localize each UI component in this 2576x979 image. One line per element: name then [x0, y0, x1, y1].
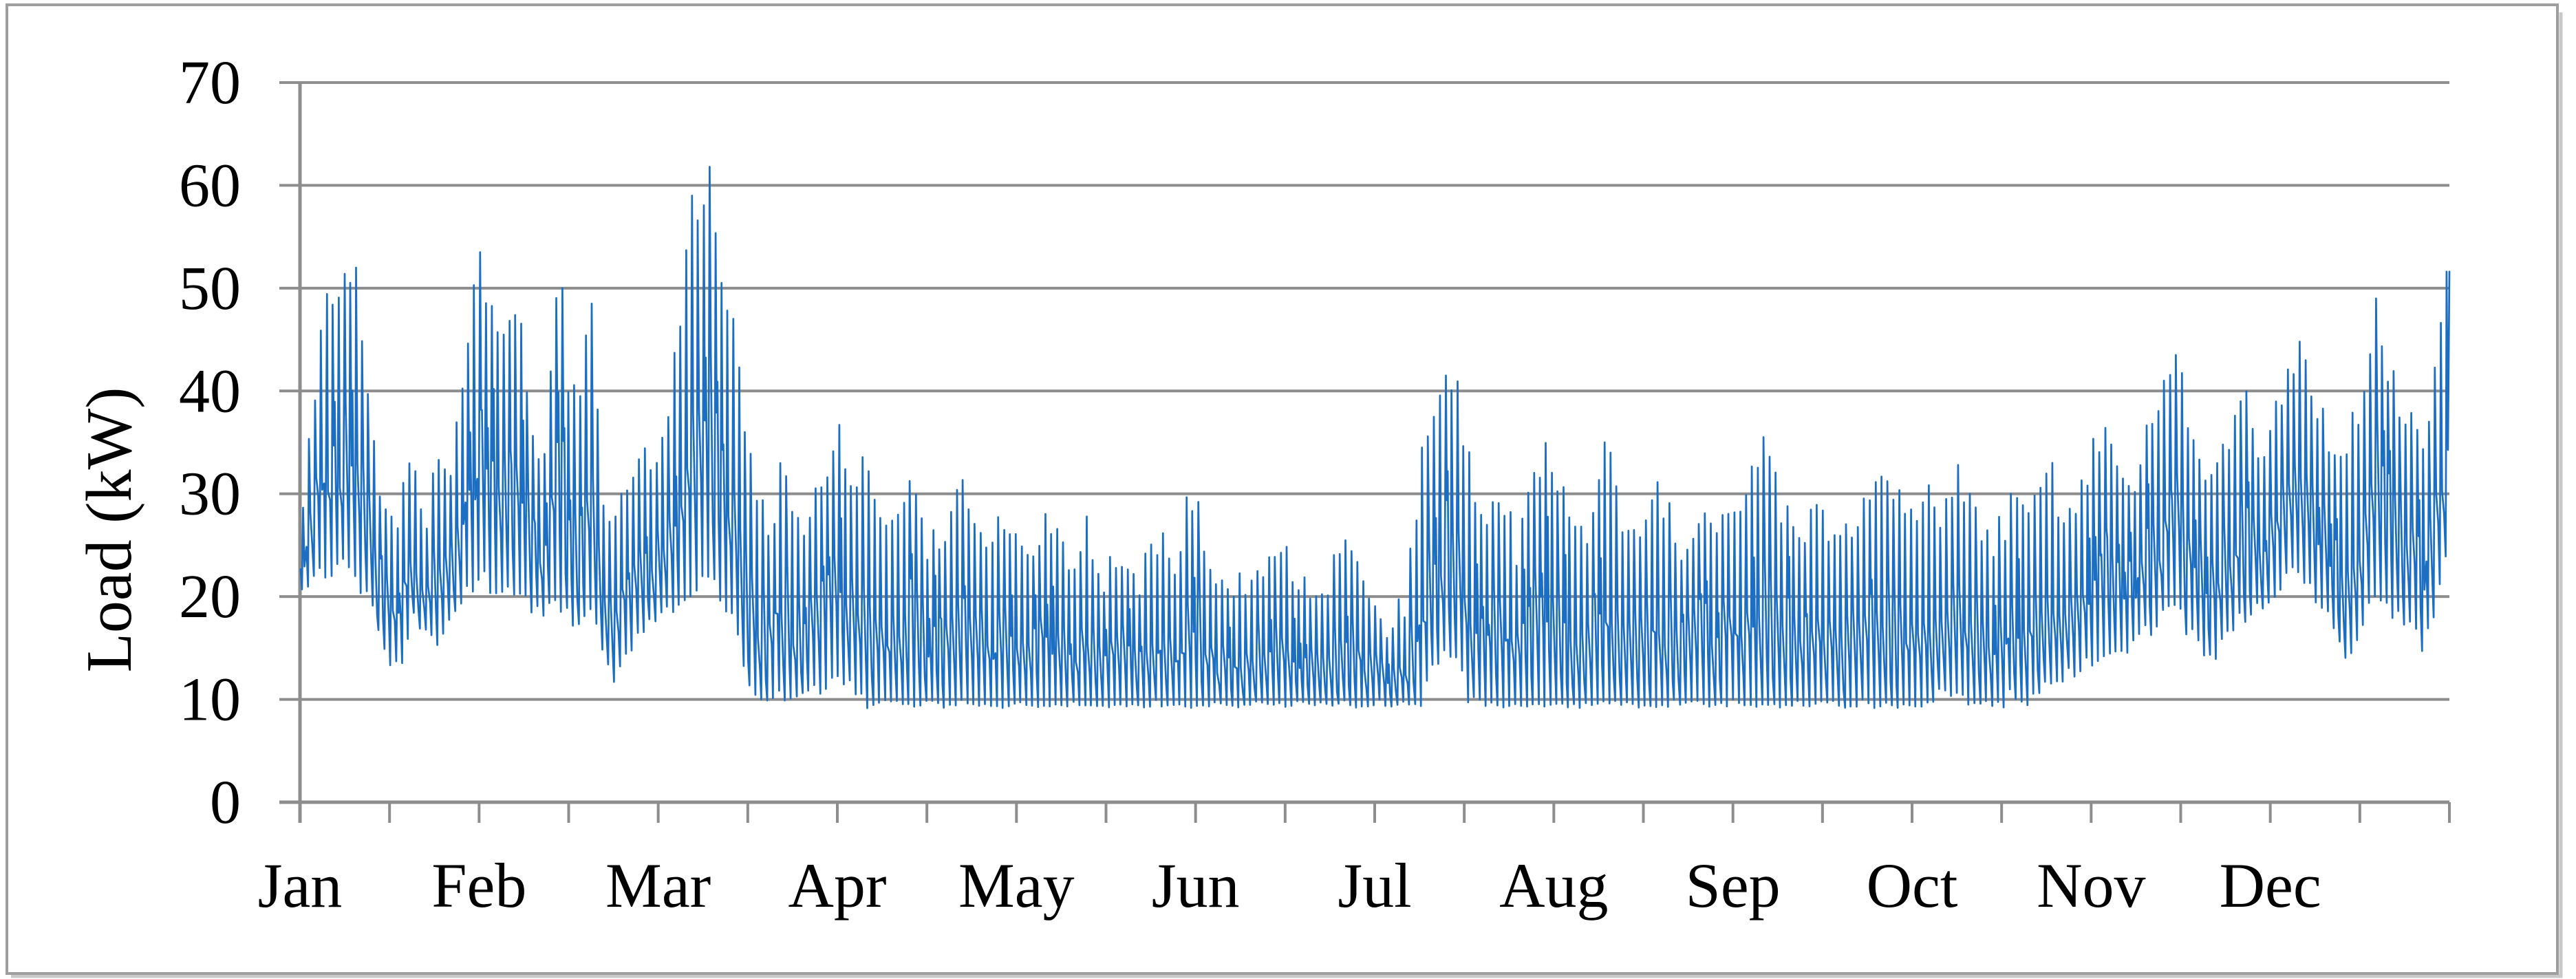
x-axis-month-label: Sep [1686, 850, 1781, 921]
x-axis-month-label: Apr [788, 850, 886, 921]
tick-marks-group [279, 81, 2451, 823]
x-axis-month-label: Jul [1338, 850, 1411, 921]
x-axis-month-label: Dec [2220, 850, 2321, 921]
x-axis-month-label: Feb [431, 850, 526, 921]
x-axis-month-label: Mar [605, 850, 711, 921]
x-axis-month-label: Oct [1867, 850, 1958, 921]
x-axis-month-label: Jan [258, 850, 343, 921]
axes-group [279, 83, 2449, 823]
y-axis-tick-label: 60 [179, 151, 241, 219]
y-axis-tick-label: 30 [179, 460, 241, 528]
x-axis-month-label: Jun [1152, 850, 1240, 921]
y-axis-tick-label: 20 [179, 563, 241, 631]
y-axis-tick-label: 0 [210, 768, 241, 837]
y-axis-tick-label: 50 [179, 255, 241, 323]
y-axis-tick-label: 40 [179, 357, 241, 425]
x-axis-month-label: Aug [1499, 850, 1608, 921]
y-axis-tick-label: 70 [179, 49, 241, 117]
figure-border [6, 3, 2559, 975]
y-axis-title: Load (kW) [74, 387, 145, 673]
y-axis-tick-label: 10 [179, 666, 241, 734]
axis-labels-group: 0 10 20 30 40 50 60 70 Jan Feb Mar Apr May Jun Jul Aug S… [179, 49, 2321, 921]
data-series-group [299, 166, 2451, 709]
x-axis-month-label: Nov [2037, 850, 2145, 921]
load-series-line [299, 166, 2451, 709]
frame-shadow [11, 12, 2563, 978]
x-axis-month-label: May [958, 850, 1075, 921]
